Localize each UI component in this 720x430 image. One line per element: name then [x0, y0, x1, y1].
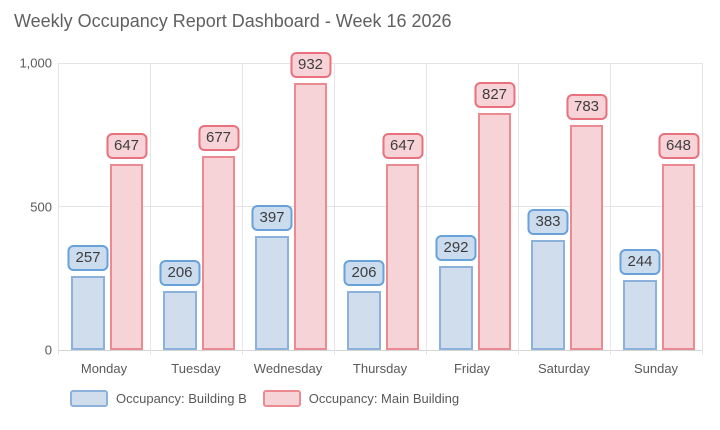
- bar-occupancy-building-b-tuesday[interactable]: [163, 290, 197, 350]
- bar-value-label: 257: [67, 245, 109, 272]
- legend-label: Occupancy: Building B: [116, 391, 247, 406]
- bar-value-label: 647: [105, 133, 148, 160]
- y-axis-tick-label: 1,000: [19, 55, 52, 71]
- bar-value-label: 206: [343, 259, 385, 286]
- x-gridline: [334, 63, 335, 355]
- x-gridline: [426, 63, 427, 355]
- bar-occupancy-building-b-saturday[interactable]: [531, 240, 565, 350]
- bar-occupancy-building-b-thursday[interactable]: [347, 290, 381, 350]
- bar-value-label: 292: [435, 235, 477, 262]
- bar-occupancy-building-b-sunday[interactable]: [623, 279, 657, 350]
- legend-item-occupancy-building-b[interactable]: Occupancy: Building B: [70, 390, 247, 407]
- bar-value-label: 783: [565, 94, 608, 121]
- x-axis-label-thursday: Thursday: [352, 361, 408, 376]
- bar-value-label: 932: [289, 51, 332, 78]
- bar-occupancy-main-building-sunday[interactable]: [662, 164, 695, 350]
- legend-item-occupancy-main-building[interactable]: Occupancy: Main Building: [262, 390, 460, 407]
- bar-value-label: 397: [251, 205, 293, 232]
- x-axis-label-friday: Friday: [453, 361, 491, 376]
- x-gridline: [702, 63, 703, 355]
- bar-occupancy-main-building-monday[interactable]: [110, 164, 143, 350]
- legend-swatch: [262, 390, 301, 407]
- x-axis-label-sunday: Sunday: [633, 361, 679, 376]
- bar-occupancy-building-b-friday[interactable]: [439, 266, 473, 350]
- x-axis-label-saturday: Saturday: [537, 361, 591, 376]
- bar-value-label: 383: [527, 209, 569, 236]
- x-axis-label-tuesday: Tuesday: [171, 361, 221, 376]
- x-gridline: [150, 63, 151, 355]
- x-axis-label-monday: Monday: [80, 361, 128, 376]
- y-gridline: [58, 62, 702, 64]
- y-axis-tick-label: 0: [44, 342, 52, 358]
- x-gridline: [518, 63, 519, 355]
- bar-occupancy-main-building-friday[interactable]: [478, 112, 511, 350]
- bar-occupancy-building-b-wednesday[interactable]: [255, 236, 289, 350]
- bar-value-label: 648: [657, 133, 700, 160]
- bar-value-label: 647: [381, 133, 424, 160]
- x-gridline: [242, 63, 243, 355]
- x-gridline: [58, 63, 59, 355]
- chart-title: Weekly Occupancy Report Dashboard - Week…: [14, 11, 452, 31]
- bar-value-label: 244: [619, 248, 661, 275]
- legend-label: Occupancy: Main Building: [308, 391, 460, 406]
- bar-occupancy-main-building-saturday[interactable]: [570, 125, 603, 350]
- bar-occupancy-main-building-wednesday[interactable]: [294, 82, 327, 350]
- legend-swatch: [70, 390, 108, 407]
- bar-occupancy-main-building-tuesday[interactable]: [202, 155, 235, 350]
- bar-occupancy-main-building-thursday[interactable]: [386, 164, 419, 350]
- x-gridline: [610, 63, 611, 355]
- y-gridline: [58, 206, 702, 207]
- y-gridline: [58, 349, 702, 351]
- bar-occupancy-building-b-monday[interactable]: [71, 276, 105, 350]
- x-axis-label-wednesday: Wednesday: [253, 361, 323, 376]
- bar-value-label: 677: [197, 124, 240, 151]
- chart-legend: Occupancy: Building B Occupancy: Main Bui…: [70, 390, 475, 407]
- y-axis-tick-label: 500: [30, 199, 52, 214]
- bar-value-label: 206: [159, 259, 201, 286]
- bar-value-label: 827: [473, 81, 516, 108]
